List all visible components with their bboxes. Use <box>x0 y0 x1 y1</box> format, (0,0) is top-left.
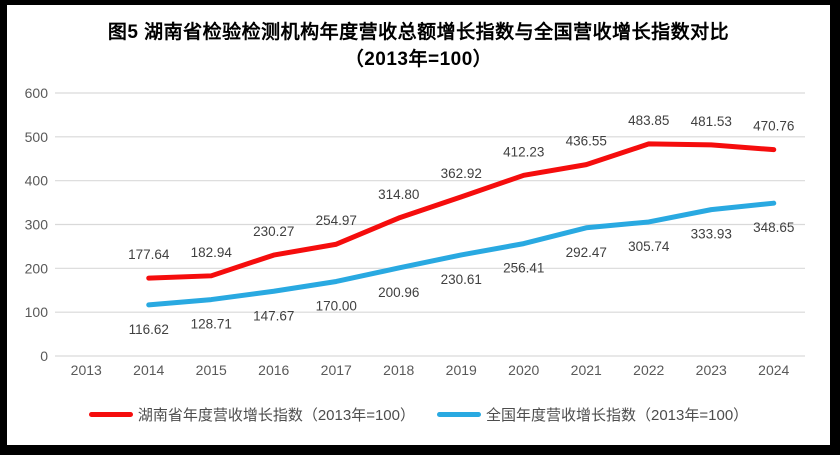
y-axis-tick-label: 400 <box>25 173 49 189</box>
x-axis-tick-label: 2024 <box>758 362 789 378</box>
data-label-hunan: 412.23 <box>503 144 544 159</box>
x-axis-tick-label: 2018 <box>383 362 414 378</box>
data-label-national: 147.67 <box>253 308 294 323</box>
x-axis-tick-label: 2021 <box>571 362 602 378</box>
x-axis-tick-label: 2017 <box>321 362 352 378</box>
series-line-national <box>146 200 777 308</box>
data-label-hunan: 436.55 <box>566 134 607 149</box>
x-axis-tick-label: 2014 <box>133 362 164 378</box>
series-line-hunan <box>146 141 777 281</box>
data-label-national: 200.96 <box>378 285 419 300</box>
x-axis-tick-label: 2016 <box>258 362 289 378</box>
y-axis-tick-label: 600 <box>25 85 49 101</box>
data-label-national: 305.74 <box>628 239 670 254</box>
data-label-national: 256.41 <box>503 261 544 276</box>
x-axis-tick-label: 2022 <box>633 362 664 378</box>
data-label-hunan: 182.94 <box>191 245 233 260</box>
x-axis-tick-label: 2013 <box>71 362 102 378</box>
data-label-national: 170.00 <box>316 298 357 313</box>
data-label-hunan: 177.64 <box>128 247 170 262</box>
chart-title: 图5 湖南省检验检测机构年度营收总额增长指数与全国营收增长指数对比 （2013年… <box>7 19 830 73</box>
data-label-hunan: 470.76 <box>753 119 794 134</box>
chart-plot-area: 0 100 200 300 400 500 600 2013 2014 2015 2016 2017 2… <box>25 85 805 378</box>
x-axis-tick-label: 2019 <box>446 362 477 378</box>
data-label-hunan: 230.27 <box>253 224 294 239</box>
data-label-hunan: 314.80 <box>378 187 419 202</box>
legend-swatch-national-line <box>437 412 481 417</box>
legend: 湖南省年度营收增长指数（2013年=100） 全国年度营收增长指数（2013年=… <box>7 404 830 425</box>
x-axis-tick-label: 2020 <box>508 362 539 378</box>
y-axis-tick-label: 100 <box>25 304 49 320</box>
legend-item-national: 全国年度营收增长指数（2013年=100） <box>437 404 748 425</box>
legend-swatch-hunan-line <box>88 412 133 417</box>
data-label-national: 292.47 <box>566 245 607 260</box>
data-label-national: 348.65 <box>753 220 794 235</box>
legend-item-hunan: 湖南省年度营收增长指数（2013年=100） <box>88 404 415 425</box>
data-label-hunan: 362.92 <box>441 166 482 181</box>
data-label-national: 230.61 <box>441 272 482 287</box>
data-label-national: 333.93 <box>691 227 732 242</box>
chart-title-line1: 图5 湖南省检验检测机构年度营收总额增长指数与全国营收增长指数对比 <box>107 22 730 43</box>
y-axis-tick-label: 0 <box>40 348 48 364</box>
legend-label-national: 全国年度营收增长指数（2013年=100） <box>486 407 749 424</box>
data-label-hunan: 483.85 <box>628 113 669 128</box>
chart-title-line2: （2013年=100） <box>344 49 493 70</box>
legend-label-hunan: 湖南省年度营收增长指数（2013年=100） <box>137 407 415 424</box>
y-axis-tick-label: 300 <box>25 217 49 233</box>
x-axis-tick-label: 2015 <box>196 362 227 378</box>
data-label-national: 128.71 <box>191 317 232 332</box>
y-axis-tick-label: 200 <box>25 260 49 276</box>
data-label-hunan: 481.53 <box>691 114 732 129</box>
x-axis-tick-label: 2023 <box>696 362 727 378</box>
data-label-hunan: 254.97 <box>316 213 357 228</box>
data-label-national: 116.62 <box>129 322 169 337</box>
y-axis-tick-label: 500 <box>25 129 49 145</box>
